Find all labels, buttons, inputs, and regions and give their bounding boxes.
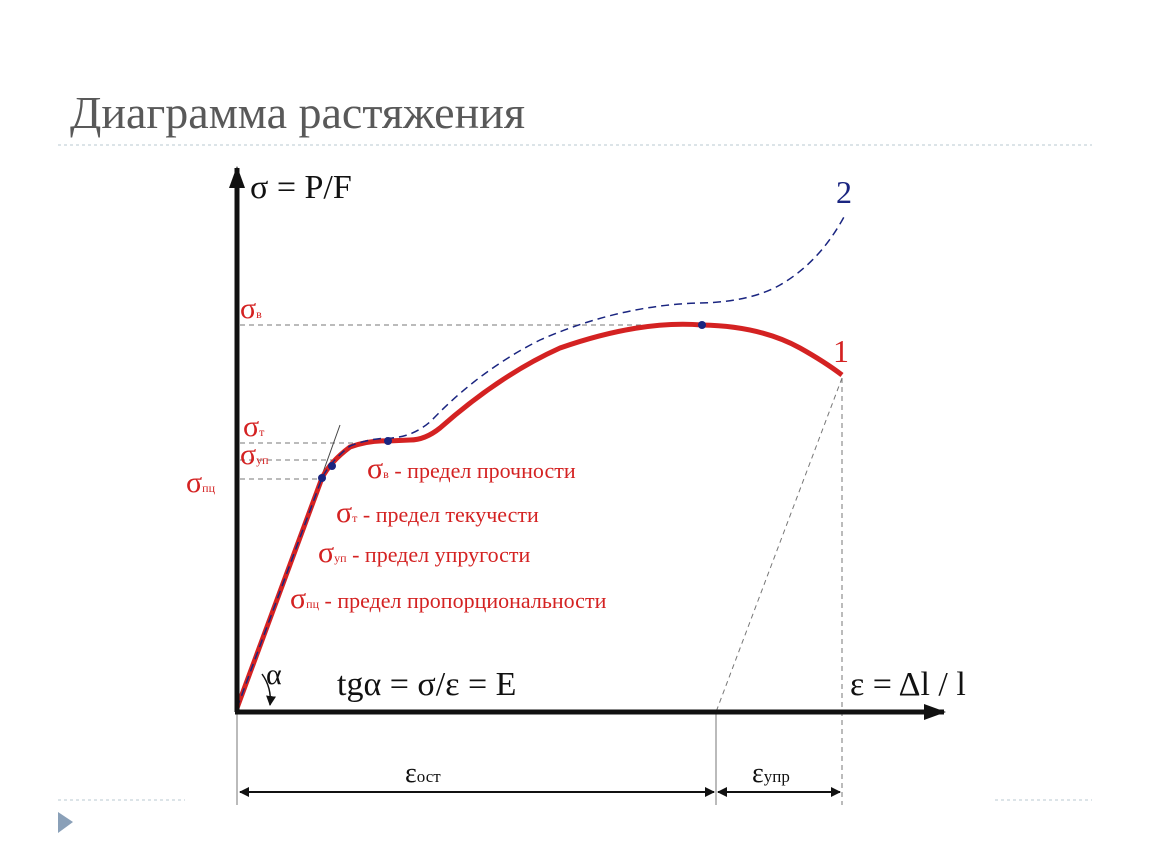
level-label: σт <box>243 410 265 443</box>
curve-label: 1 <box>833 333 849 369</box>
angle-label: α <box>266 658 282 691</box>
bullet <box>58 812 73 833</box>
legend-item: σпц - предел пропорциональности <box>290 582 607 615</box>
angle-arc <box>261 673 277 706</box>
legend-item: σв - предел прочности <box>367 452 576 485</box>
text-part: ε <box>752 758 764 789</box>
text-part: σ <box>336 496 352 529</box>
text-part: пц <box>202 481 215 495</box>
text-part: - предел упругости <box>352 542 530 567</box>
points <box>318 321 706 482</box>
level-label: σуп <box>240 438 269 471</box>
strain-label: εост <box>405 758 441 789</box>
curve-label: 2 <box>836 174 852 210</box>
text-part: в <box>256 307 262 321</box>
text-part: σ <box>290 582 306 615</box>
guides <box>240 324 843 805</box>
text-part: σ <box>367 452 383 485</box>
level-label: σв <box>240 292 262 325</box>
level-label: σпц <box>186 466 216 499</box>
text-part: - предел текучести <box>363 502 539 527</box>
legend-item: σуп - предел упругости <box>318 536 530 569</box>
text-part: т <box>352 511 358 525</box>
text-part: пц <box>306 597 319 611</box>
text-part: т <box>259 425 265 439</box>
y-axis-label: σ = P/F <box>250 169 352 206</box>
legend-item: σт - предел текучести <box>336 496 539 529</box>
strain-label: εупр <box>752 758 790 789</box>
text-part: уп <box>334 551 347 565</box>
text-part: ε <box>405 758 417 789</box>
text-part: уп <box>256 453 269 467</box>
curve-2 <box>236 214 846 709</box>
text-part: в <box>383 467 389 481</box>
text-part: - предел пропорциональности <box>325 588 607 613</box>
formula: tgα = σ/ε = E <box>337 666 516 703</box>
text-part: σ <box>318 536 334 569</box>
text-part: ост <box>417 767 441 786</box>
x-axis-label: ε = Δl / l <box>850 666 966 703</box>
slide-title: Диаграмма растяжения <box>70 87 525 138</box>
text-part: σ <box>243 410 259 443</box>
curve-1 <box>234 321 844 709</box>
text-part: σ <box>186 466 202 499</box>
text-part: σ <box>240 292 256 325</box>
text-part: - предел прочности <box>394 458 575 483</box>
diagram: σ = P/F ε = Δl / l 1 2 σв σт σуп σпц σв … <box>186 166 966 805</box>
text-part: σ <box>240 438 256 471</box>
text-part: упр <box>764 767 790 786</box>
